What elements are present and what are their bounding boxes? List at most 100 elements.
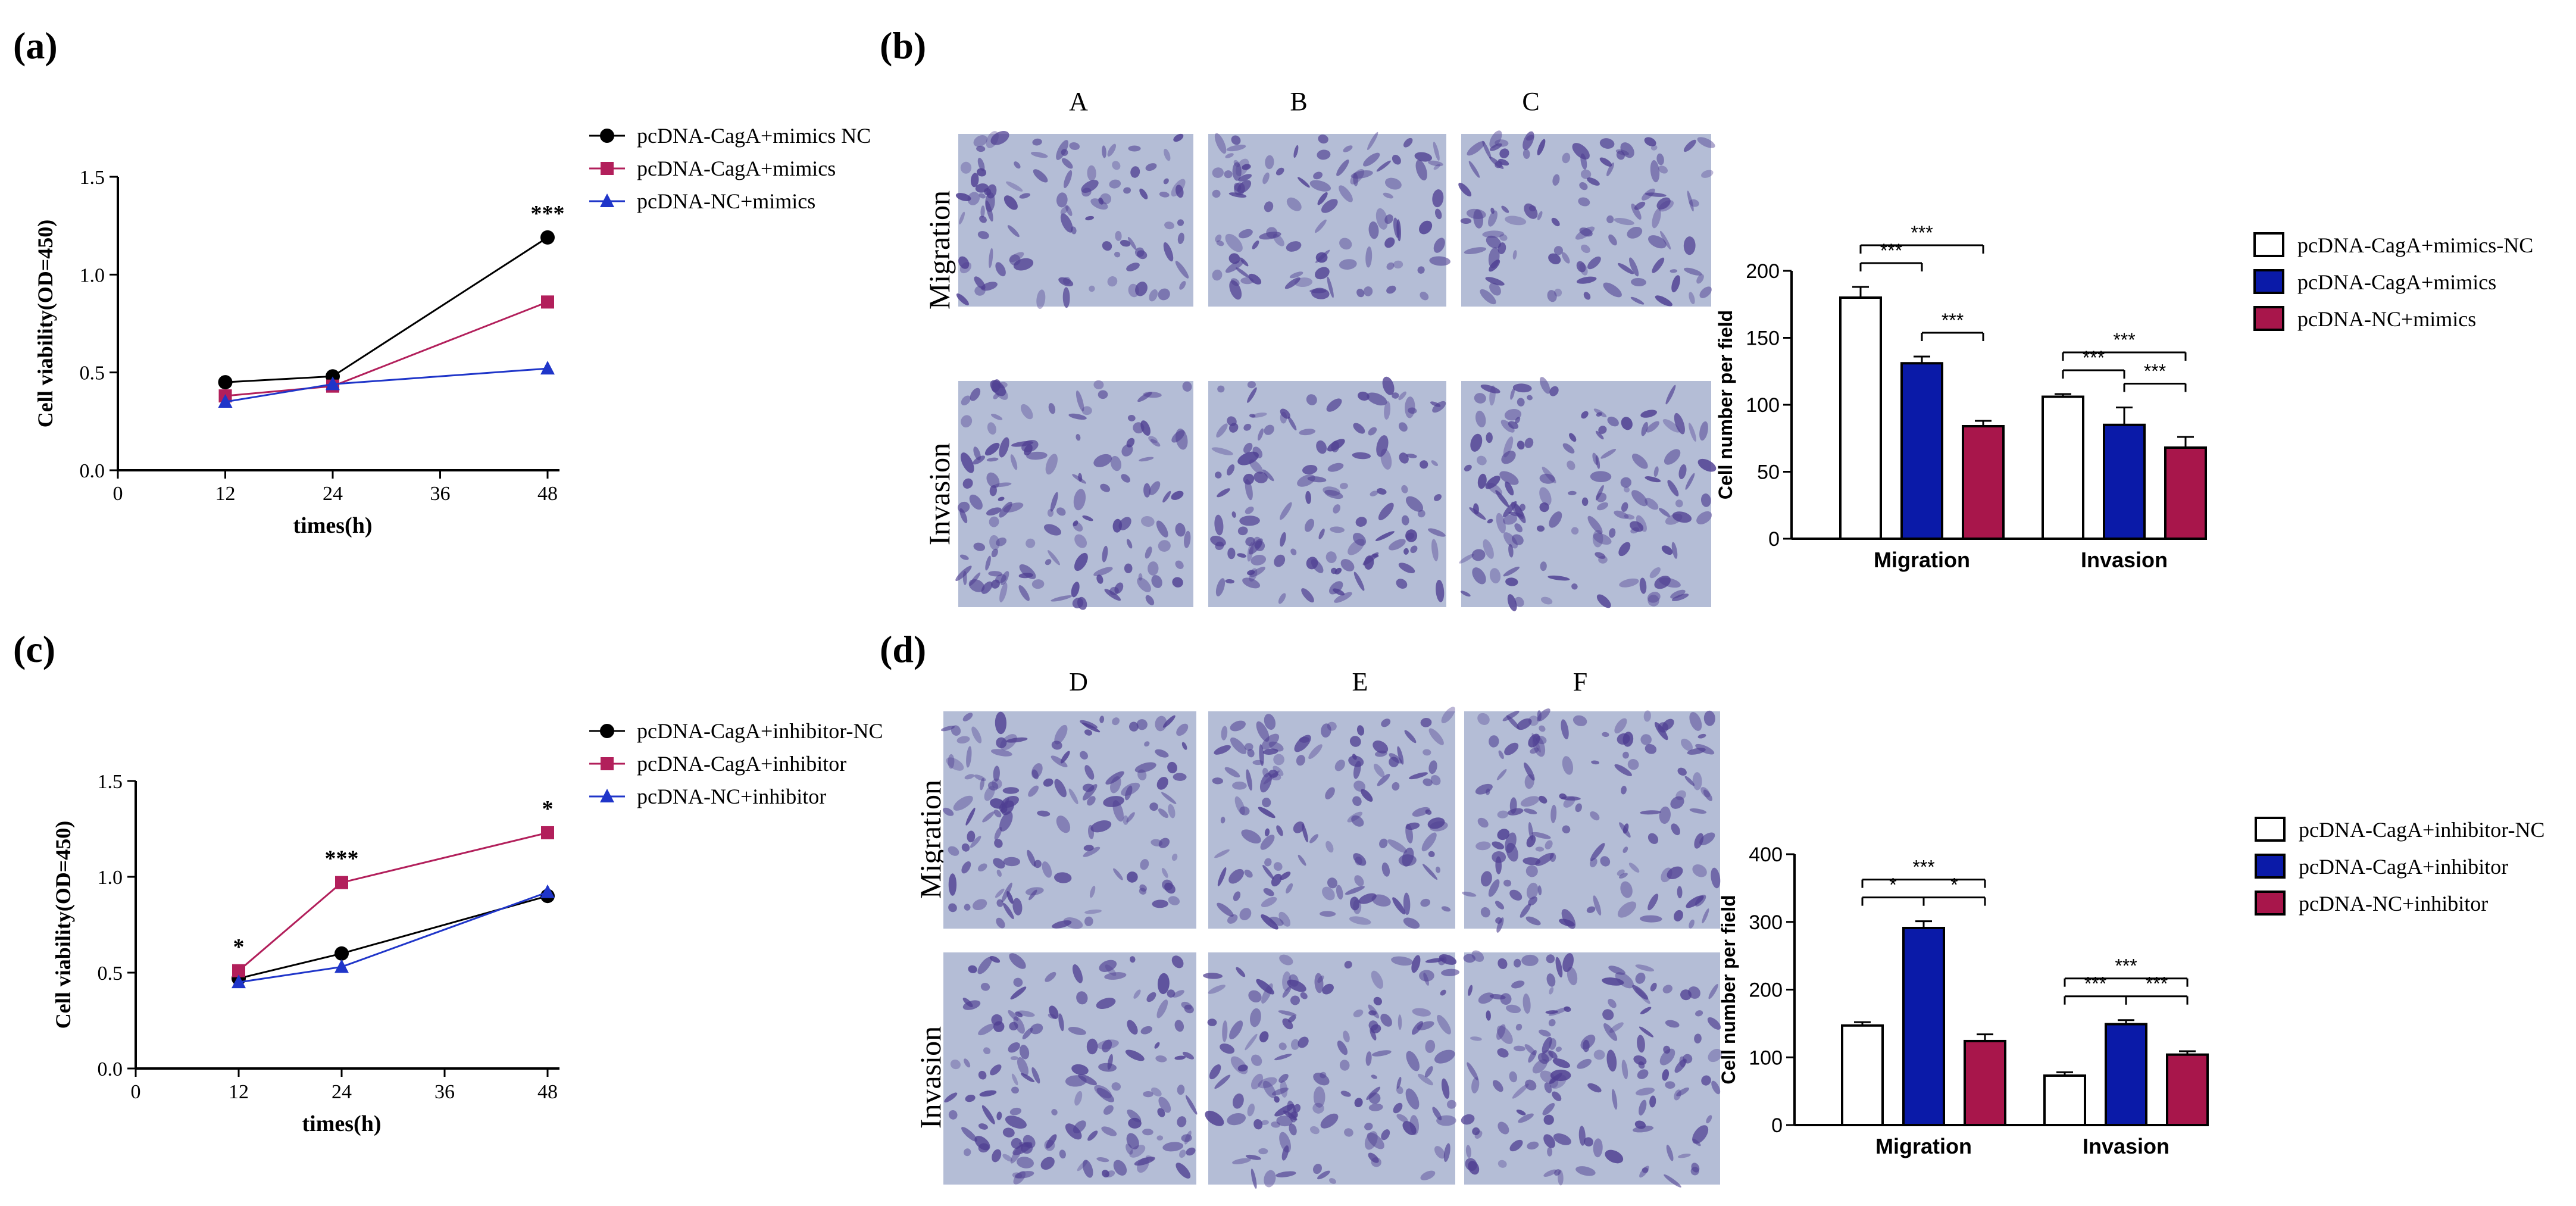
y-tick-label: 150 (1746, 327, 1780, 350)
stained-cell (1645, 743, 1657, 754)
stained-cell (979, 215, 987, 223)
stained-cell (1253, 1118, 1263, 1130)
stained-cell (1497, 829, 1510, 841)
stained-cell (1430, 774, 1441, 786)
stained-cell (1228, 868, 1244, 884)
stained-cell (1396, 1077, 1402, 1089)
micrograph-image-4 (955, 379, 1193, 610)
stained-cell (1497, 810, 1509, 818)
stained-cell (1225, 233, 1243, 252)
stained-cell (1608, 234, 1617, 246)
stained-cell (1488, 879, 1500, 897)
stained-cell (1325, 841, 1334, 853)
stained-cell (1077, 596, 1087, 610)
significance-annotation: *** (531, 201, 565, 226)
stained-cell (1609, 528, 1616, 538)
stained-cell (1470, 1036, 1482, 1041)
stained-cell (1080, 751, 1088, 760)
stained-cell (1647, 595, 1659, 607)
stained-cell (1322, 886, 1335, 901)
stained-cell (976, 145, 986, 152)
stained-cell (1280, 408, 1290, 419)
stained-cell (1168, 896, 1180, 905)
y-tick-label: 400 (1749, 843, 1783, 866)
y-tick-label: 200 (1749, 979, 1783, 1002)
stained-cell (1537, 708, 1550, 722)
stained-cell (1581, 244, 1590, 254)
x-tick-label: 24 (332, 1081, 352, 1103)
stained-cell (1150, 439, 1161, 447)
stained-cell (1076, 991, 1088, 1005)
stained-cell (1697, 733, 1706, 739)
stained-cell (1278, 911, 1291, 927)
stained-cell (977, 863, 987, 871)
stained-cell (1096, 1157, 1109, 1163)
stained-cell (1475, 841, 1491, 851)
stained-cell (1406, 454, 1417, 458)
stained-cell (1525, 916, 1541, 926)
stained-cell (1434, 208, 1442, 220)
stained-cell (1286, 197, 1302, 211)
stained-cell (1010, 986, 1027, 1000)
stained-cell (1258, 1148, 1268, 1155)
stained-cell (1333, 504, 1340, 514)
stained-cell (1301, 588, 1314, 603)
stained-cell (986, 457, 999, 462)
stained-cell (1553, 246, 1563, 255)
stained-cell (1068, 413, 1087, 420)
stained-cell (1353, 761, 1361, 779)
stained-cell (1490, 207, 1495, 214)
stained-cell (1045, 559, 1052, 565)
bar-invasion-2 (2105, 1023, 2147, 1126)
stained-cell (1703, 710, 1715, 726)
stained-cell (1599, 138, 1615, 149)
stained-cell (1098, 1063, 1117, 1072)
stained-cell (1009, 1021, 1018, 1031)
stained-cell (1139, 888, 1147, 895)
stained-cell (1373, 996, 1382, 1005)
stained-cell (1145, 163, 1157, 171)
stained-cell (1608, 966, 1625, 975)
legend-entry: pcDNA-CagA+mimics (2297, 270, 2496, 294)
legend-entry: pcDNA-CagA+inhibitor (637, 752, 846, 776)
stained-cell (973, 455, 986, 465)
stained-cell (1009, 1107, 1022, 1116)
data-point (334, 959, 349, 973)
stained-cell (1247, 570, 1255, 576)
data-point (334, 946, 349, 961)
stained-cell (1554, 288, 1562, 297)
stained-cell (1050, 492, 1058, 512)
significance-label: *** (2113, 329, 2135, 351)
stained-cell (1227, 548, 1236, 560)
stained-cell (1702, 908, 1709, 924)
stained-cell (995, 262, 1006, 277)
stained-cell (1391, 956, 1414, 966)
stained-cell (1701, 170, 1714, 178)
stained-cell (1567, 967, 1578, 986)
stained-cell (986, 472, 1000, 489)
stained-cell (961, 861, 971, 874)
stained-cell (1056, 140, 1069, 160)
micrograph-background (943, 711, 1196, 929)
bar-migration-1 (1839, 296, 1882, 540)
significance-label: *** (1911, 222, 1933, 243)
stained-cell (1051, 741, 1062, 750)
stained-cell (1384, 177, 1402, 190)
stained-cell (1320, 1113, 1339, 1129)
stained-cell (1378, 502, 1394, 520)
stained-cell (1386, 262, 1395, 270)
stained-cell (1058, 277, 1074, 287)
stained-cell (1580, 169, 1592, 179)
stained-cell (1537, 1052, 1549, 1064)
stained-cell (1214, 133, 1227, 154)
stained-cell (1611, 1089, 1618, 1110)
stained-cell (1339, 483, 1348, 489)
stained-cell (1372, 554, 1379, 558)
series-line-3 (225, 367, 548, 403)
stained-cell (1433, 142, 1440, 161)
stained-cell (1096, 574, 1103, 584)
stained-cell (1293, 821, 1305, 833)
stained-cell (1339, 185, 1353, 202)
stained-cell (1259, 773, 1272, 793)
stained-cell (1026, 451, 1048, 460)
